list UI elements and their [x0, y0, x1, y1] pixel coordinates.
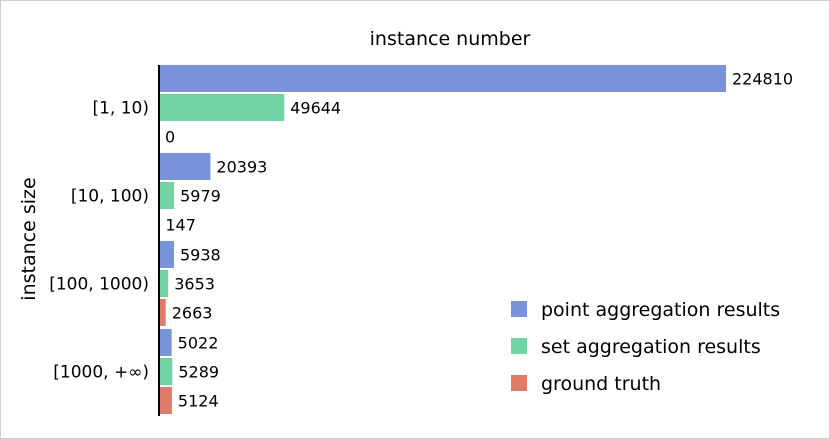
- bar: [159, 387, 172, 414]
- legend-swatch: [511, 375, 527, 391]
- bars-layer: [159, 65, 726, 414]
- data-label: 5979: [180, 187, 221, 206]
- data-label: 0: [165, 128, 175, 147]
- bar: [159, 358, 173, 385]
- legend-swatch: [511, 338, 527, 354]
- legend-label: point aggregation results: [541, 299, 780, 321]
- category-label: [1, 10): [92, 99, 149, 119]
- data-label: 5022: [178, 334, 219, 353]
- legend: point aggregation results set aggregation…: [511, 299, 780, 395]
- data-label: 3653: [174, 275, 215, 294]
- category-label: [10, 100): [71, 187, 149, 207]
- y-axis-title: instance size: [18, 177, 40, 300]
- bar: [159, 153, 211, 180]
- data-label: 5289: [178, 363, 219, 382]
- data-label: 5124: [178, 392, 219, 411]
- data-label: 147: [165, 216, 196, 235]
- bar: [159, 329, 172, 356]
- legend-swatch: [511, 301, 527, 317]
- value-labels-layer: 224810 49644 0 20393 5979 147 5938 3653 2663 5022…: [165, 70, 793, 411]
- category-label: [1000, +∞): [53, 363, 149, 383]
- bar: [159, 65, 726, 92]
- category-label: [100, 1000): [49, 275, 149, 295]
- bar: [159, 94, 285, 121]
- bar: [159, 182, 175, 209]
- bar: [159, 270, 169, 297]
- category-labels-layer: [1, 10) [10, 100) [100, 1000) [1000, +∞): [49, 99, 149, 383]
- data-label: 49644: [290, 99, 341, 118]
- data-label: 5938: [180, 246, 221, 265]
- legend-label: ground truth: [541, 373, 661, 395]
- bar: [159, 241, 174, 268]
- data-label: 20393: [216, 158, 267, 177]
- data-label: 224810: [732, 70, 793, 89]
- data-label: 2663: [172, 304, 213, 323]
- legend-label: set aggregation results: [541, 336, 761, 358]
- bar: [159, 299, 166, 326]
- chart-title: instance number: [370, 28, 531, 50]
